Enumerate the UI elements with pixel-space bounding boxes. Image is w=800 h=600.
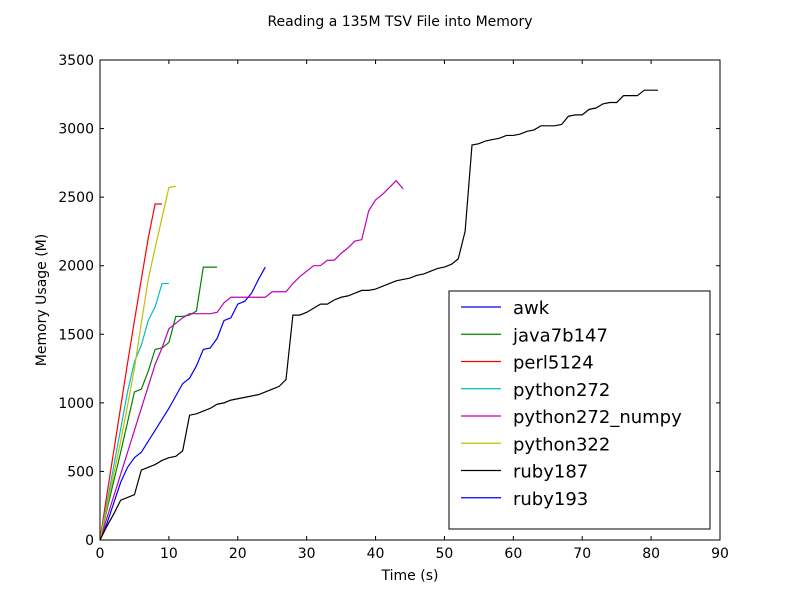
y-tick-label: 2000 (58, 259, 94, 275)
x-tick-label: 10 (160, 546, 178, 562)
y-tick-label: 3500 (58, 53, 94, 69)
legend-label-java7b147: java7b147 (512, 325, 608, 346)
x-tick-label: 80 (642, 546, 660, 562)
x-tick-label: 70 (573, 546, 591, 562)
x-axis-label: Time (s) (381, 568, 439, 584)
y-tick-label: 0 (85, 533, 94, 549)
series-line-perl5124 (99, 203, 162, 541)
legend-label-python322: python322 (513, 434, 610, 455)
series-line-java7b147 (99, 266, 218, 541)
legend-label-ruby187: ruby187 (513, 462, 588, 483)
y-tick-label: 1500 (58, 327, 94, 343)
legend-label-awk: awk (513, 298, 550, 319)
series-line-python272_numpy (99, 179, 404, 541)
y-tick-label: 3000 (58, 122, 94, 138)
series-line-ruby187 (99, 89, 658, 541)
series-line-python272 (99, 282, 169, 541)
x-tick-label: 40 (367, 546, 385, 562)
legend-label-perl5124: perl5124 (513, 353, 594, 374)
legend-label-python272: python272 (513, 380, 610, 401)
series-line-python322 (99, 185, 176, 541)
y-tick-label: 2500 (58, 190, 94, 206)
x-tick-label: 30 (298, 546, 316, 562)
y-tick-label: 1000 (58, 396, 94, 412)
legend: awk java7b147 perl5124 python272 python272_n… (448, 290, 711, 530)
y-axis-label: Memory Usage (M) (34, 234, 50, 366)
x-tick-label: 0 (96, 546, 105, 562)
x-tick-label: 60 (504, 546, 522, 562)
x-tick-label: 50 (436, 546, 454, 562)
series-layer (99, 89, 658, 541)
legend-box (448, 290, 711, 530)
chart-title: Reading a 135M TSV File into Memory (267, 14, 532, 30)
x-tick-label: 90 (711, 546, 729, 562)
x-tick-label: 20 (229, 546, 247, 562)
axis-layer: 0 10 20 30 40 50 60 70 80 90 0 500 1000 1500 2000 2500 3… (58, 53, 729, 562)
legend-label-python272_numpy: python272_numpy (513, 407, 682, 428)
series-line-awk (99, 266, 266, 541)
legend-label-ruby193: ruby193 (513, 489, 588, 510)
plot-frame (99, 59, 721, 541)
y-tick-label: 500 (67, 464, 94, 480)
